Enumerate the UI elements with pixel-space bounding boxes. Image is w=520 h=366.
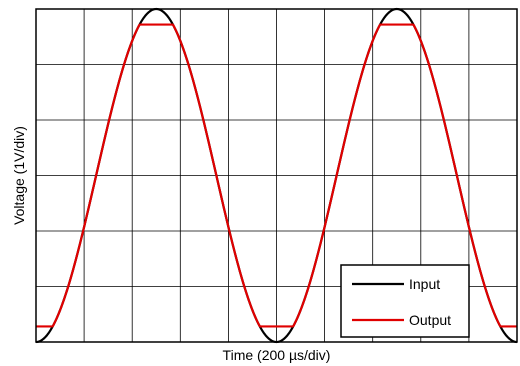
plot-frame	[35, 8, 518, 343]
y-axis-label: Voltage (1V/div)	[11, 126, 27, 225]
legend-box	[340, 264, 470, 338]
legend-label-input: Input	[409, 276, 440, 292]
legend-label-output: Output	[409, 312, 451, 328]
series-line-output	[35, 23, 518, 328]
x-axis-label: Time (200 µs/div)	[223, 347, 331, 363]
legend: Input Output	[340, 264, 470, 338]
